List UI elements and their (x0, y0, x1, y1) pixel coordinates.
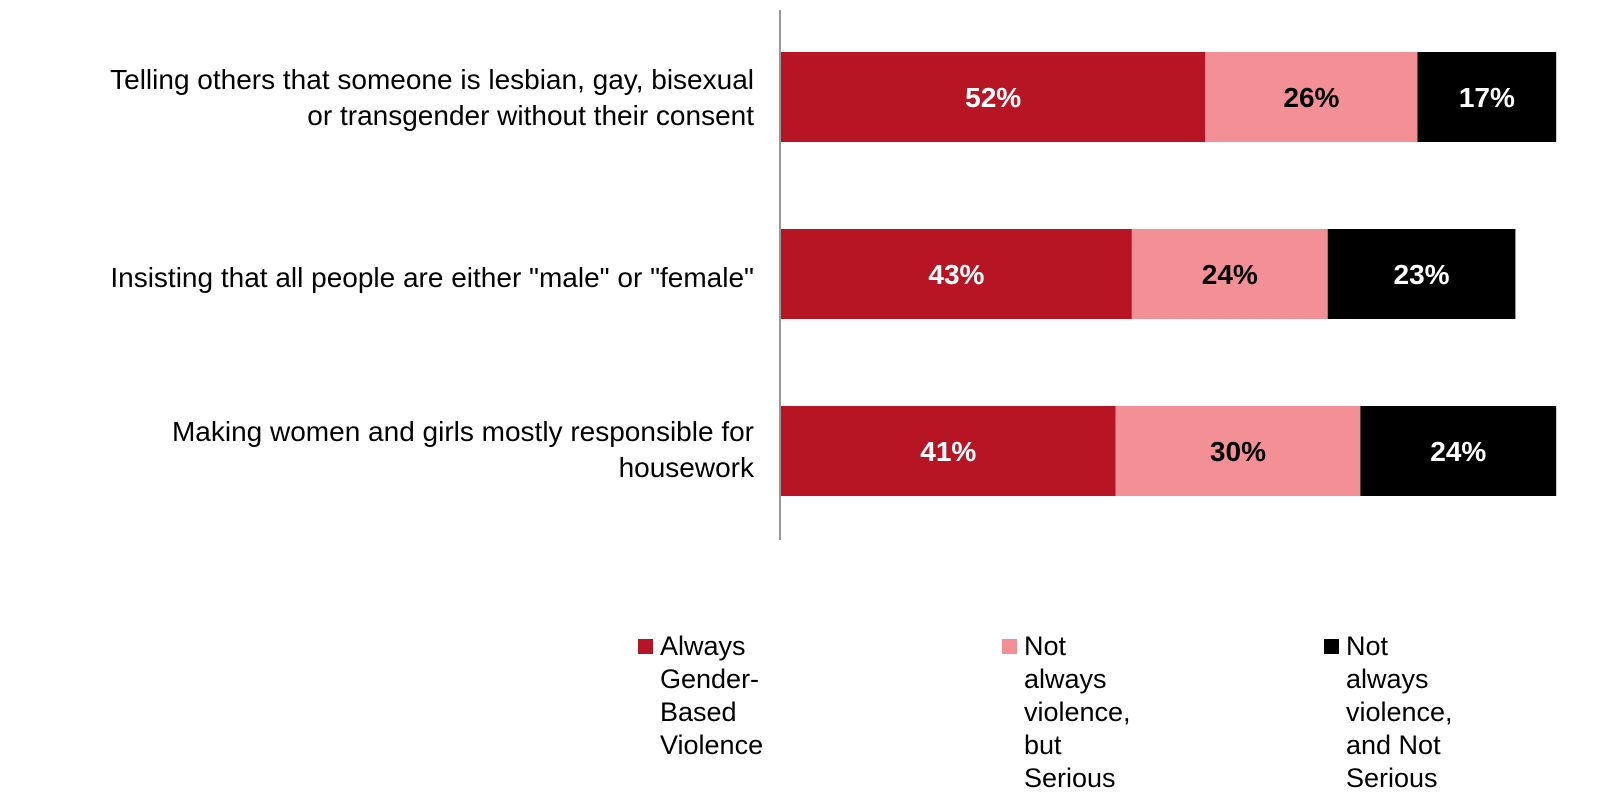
bar-segment-row2-series1 (1115, 406, 1361, 496)
data-label-row1-series0: 43% (928, 259, 984, 290)
bar-segment-row2-series2 (1360, 406, 1557, 496)
data-label-row0-series1: 26% (1283, 82, 1339, 113)
data-label-row2-series1: 30% (1210, 436, 1266, 467)
bar-segment-row1-series0 (781, 229, 1132, 319)
legend-swatch-not-always-not-serious (1324, 639, 1339, 654)
bar-segment-row1-series2 (1327, 229, 1516, 319)
data-label-row0-series0: 52% (965, 82, 1021, 113)
category-label-1: Insisting that all people are either "ma… (110, 262, 754, 293)
bar-segment-row1-series1 (1131, 229, 1328, 319)
data-label-row1-series2: 23% (1394, 259, 1450, 290)
data-label-row2-series2: 24% (1430, 436, 1486, 467)
bar-segment-row0-series0 (781, 52, 1206, 142)
bar-segment-row0-series1 (1205, 52, 1418, 142)
bars-group: 52% 26% 17% 43% 24% 23% 41% 30% 24% (781, 52, 1557, 496)
stacked-bar-chart: 52% 26% 17% 43% 24% 23% 41% 30% 24% (779, 10, 1557, 540)
legend-label-not-always-not-serious: Not always violence, and Not Serious (1346, 631, 1453, 793)
legend-label-always-gbv: Always Gender-Based Violence (660, 631, 764, 760)
data-label-row1-series1: 24% (1202, 259, 1258, 290)
data-label-row0-series2: 17% (1459, 82, 1515, 113)
legend-swatch-always-gbv (638, 639, 653, 654)
category-label-0: Telling others that someone is lesbian, … (110, 64, 754, 131)
legend-label-not-always-serious: Not always violence, but Serious (1024, 631, 1131, 793)
bar-segment-row0-series2 (1417, 52, 1557, 142)
category-label-2: Making women and girls mostly responsibl… (171, 416, 754, 483)
data-label-row2-series0: 41% (920, 436, 976, 467)
legend-swatch-not-always-serious (1002, 639, 1017, 654)
bar-segment-row2-series0 (781, 406, 1116, 496)
